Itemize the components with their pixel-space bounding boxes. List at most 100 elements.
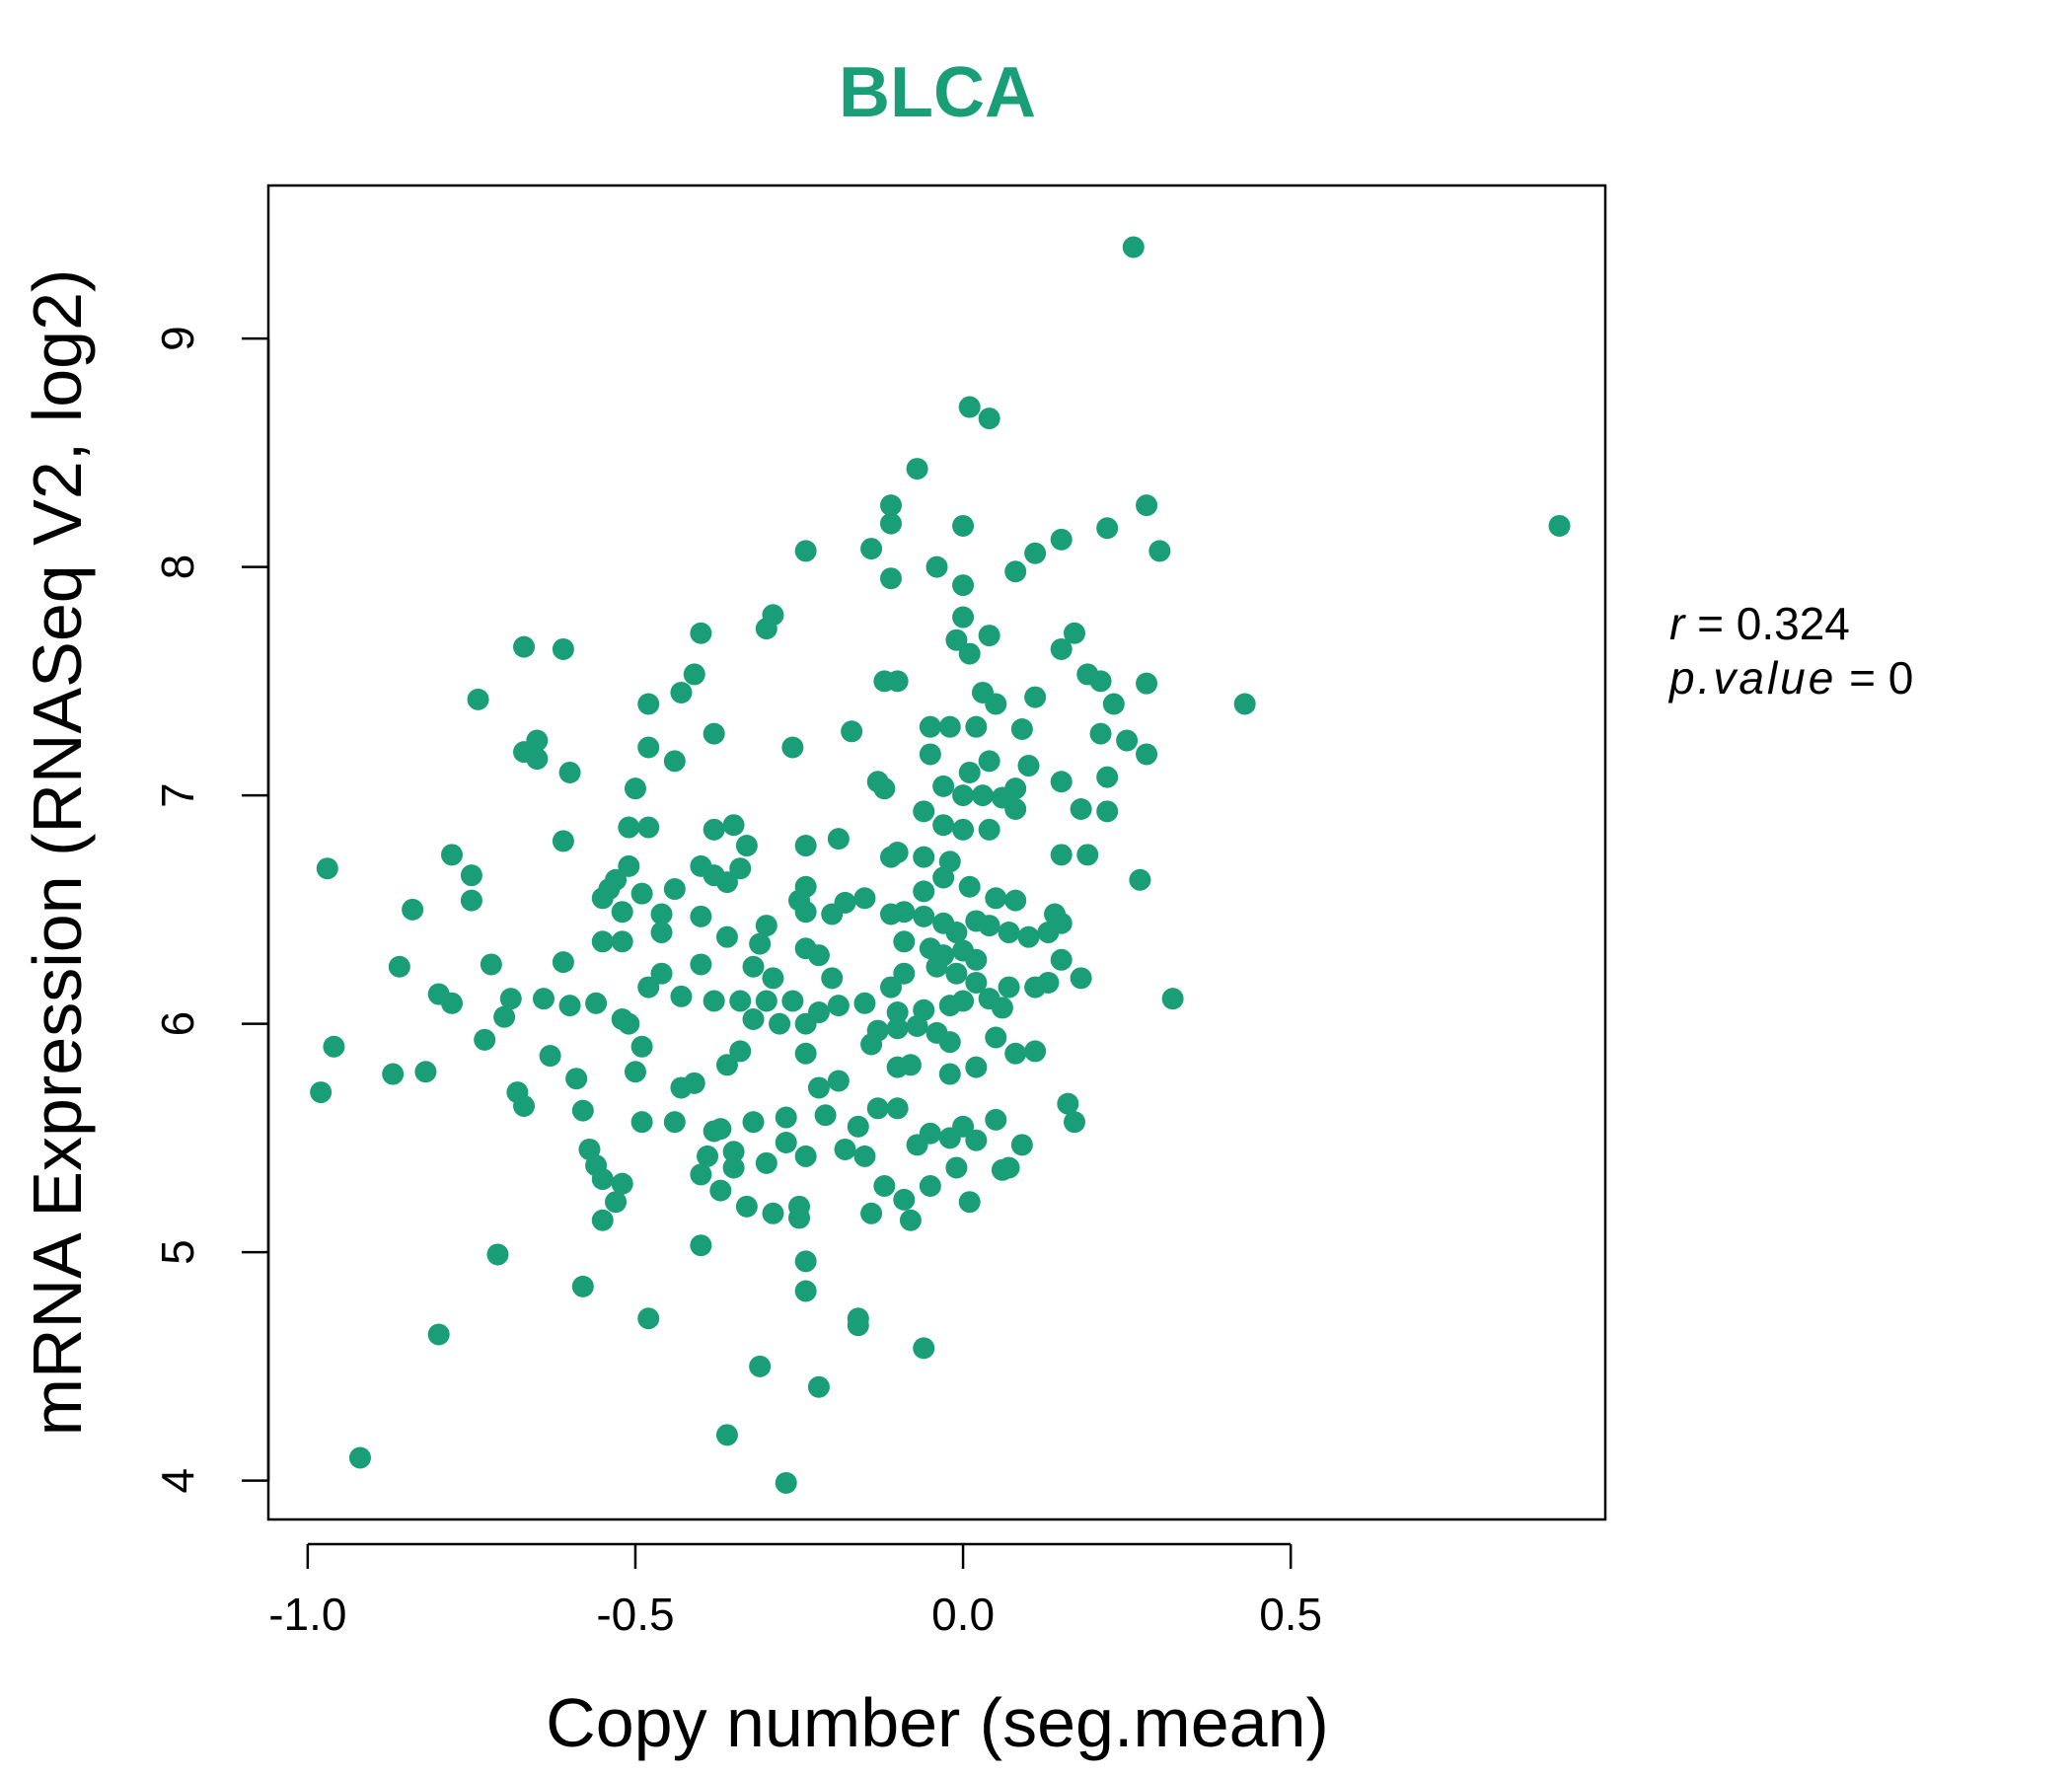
data-point — [781, 990, 804, 1012]
data-point — [985, 1026, 1007, 1049]
data-point — [938, 1031, 961, 1054]
data-point — [978, 407, 1000, 430]
data-point — [460, 864, 482, 887]
data-point — [1004, 889, 1027, 912]
data-point — [697, 1145, 719, 1167]
data-point — [841, 720, 863, 743]
data-point — [611, 930, 633, 953]
data-point — [382, 1063, 405, 1085]
data-point — [1004, 798, 1027, 821]
data-point — [742, 1008, 765, 1030]
data-point — [552, 951, 574, 974]
data-point — [886, 1017, 909, 1040]
data-point — [965, 1056, 988, 1078]
data-point — [558, 761, 581, 783]
data-point — [919, 715, 941, 738]
data-point — [834, 1138, 856, 1160]
data-point — [552, 830, 574, 852]
data-point — [1548, 514, 1571, 537]
data-point — [663, 1111, 686, 1134]
data-point — [958, 875, 981, 898]
data-point — [958, 761, 981, 783]
data-point — [965, 948, 988, 971]
data-point — [1096, 800, 1119, 823]
correlation-stats: r = 0.324 p.value = 0 — [1667, 598, 1913, 703]
p-value-statistic: p.value = 0 — [1667, 652, 1913, 703]
x-axis: -1.0 -0.5 0.0 0.5 — [268, 1542, 1322, 1640]
data-point — [637, 816, 660, 839]
x-tick-label: 0.0 — [931, 1589, 995, 1640]
data-point — [807, 944, 830, 967]
y-axis-label: mRNA Expression (RNASeq V2, log2) — [19, 269, 96, 1437]
data-point — [1063, 622, 1085, 644]
data-point — [722, 814, 745, 837]
data-point — [735, 835, 758, 857]
data-point — [906, 458, 928, 481]
data-point — [440, 844, 463, 866]
data-point — [742, 955, 765, 978]
data-point — [1050, 528, 1073, 551]
data-point — [978, 625, 1000, 647]
data-point — [853, 992, 876, 1014]
data-point — [952, 818, 975, 841]
r-value: = 0.324 — [1684, 598, 1850, 649]
data-point — [1050, 844, 1073, 866]
data-point — [1233, 693, 1256, 715]
data-point — [775, 1106, 797, 1129]
data-point — [532, 988, 555, 1010]
data-point — [611, 901, 633, 924]
data-point — [663, 878, 686, 901]
data-point — [348, 1446, 371, 1469]
data-point — [860, 538, 883, 560]
data-point — [913, 905, 935, 927]
data-point — [637, 693, 660, 715]
data-point — [1004, 560, 1027, 583]
data-point — [794, 901, 817, 924]
data-point — [913, 880, 935, 903]
data-point — [749, 1355, 772, 1377]
data-points — [310, 236, 1571, 1494]
data-point — [493, 1005, 516, 1028]
data-point — [945, 1156, 968, 1179]
data-point — [755, 1151, 777, 1174]
data-point — [945, 629, 968, 651]
data-point — [1070, 798, 1092, 821]
data-point — [526, 748, 549, 771]
data-point — [650, 922, 673, 944]
data-point — [650, 903, 673, 925]
data-point — [775, 1132, 797, 1154]
data-point — [860, 1033, 883, 1056]
data-point — [755, 915, 777, 937]
data-point — [558, 995, 581, 1017]
data-point — [637, 976, 660, 999]
data-point — [893, 901, 916, 924]
data-point — [1076, 844, 1099, 866]
data-point — [794, 1145, 817, 1167]
data-point — [847, 1115, 869, 1138]
data-point — [624, 777, 646, 800]
data-point — [847, 1314, 869, 1337]
data-point — [1136, 672, 1158, 695]
data-point — [965, 971, 988, 994]
x-tick-label: -0.5 — [596, 1589, 674, 1640]
data-point — [513, 1094, 536, 1117]
data-point — [866, 1097, 889, 1120]
data-point — [388, 955, 410, 978]
data-point — [414, 1061, 437, 1083]
data-point — [460, 889, 482, 912]
data-point — [880, 512, 903, 535]
data-point — [1057, 1092, 1079, 1115]
data-point — [807, 1076, 830, 1099]
data-point — [499, 988, 522, 1010]
data-point — [925, 555, 948, 578]
x-tick-label: 0.5 — [1259, 1589, 1322, 1640]
y-tick-label: 9 — [152, 326, 203, 351]
data-point — [1017, 925, 1040, 948]
data-point — [958, 642, 981, 665]
data-point — [1010, 1134, 1033, 1156]
data-point — [552, 637, 574, 660]
data-point — [571, 1099, 594, 1122]
data-point — [945, 962, 968, 985]
data-point — [1050, 771, 1073, 793]
